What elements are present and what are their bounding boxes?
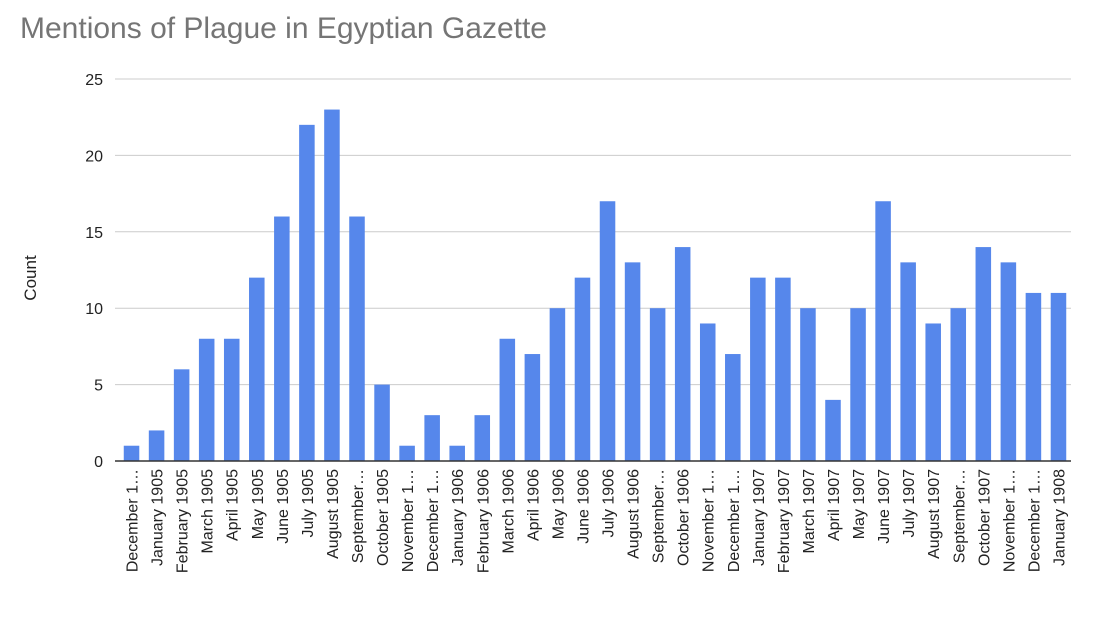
x-tick-label: November 1… — [400, 469, 417, 572]
bar — [549, 308, 566, 461]
x-tick-label: September… — [350, 469, 367, 563]
bar — [875, 201, 891, 462]
x-tick-label: March 1905 — [200, 469, 217, 554]
x-tick-label: July 1905 — [300, 469, 317, 538]
x-tick-label: April 1906 — [525, 469, 542, 541]
bar — [1025, 292, 1042, 461]
x-tick-label: March 1907 — [801, 469, 818, 554]
bar — [599, 201, 616, 462]
x-tick-label: December 1… — [125, 469, 142, 572]
bar — [725, 354, 741, 461]
x-tick-label: November 1… — [1001, 469, 1018, 572]
y-tick-label: 20 — [85, 148, 103, 165]
bar — [624, 262, 641, 461]
x-tick-label: March 1906 — [500, 469, 517, 554]
x-tick-label: May 1906 — [550, 469, 567, 539]
x-tick-label: January 1906 — [450, 469, 467, 566]
x-tick-label: December 1… — [425, 469, 442, 572]
bar — [1050, 292, 1067, 461]
bar — [374, 384, 390, 461]
x-tick-label: August 1905 — [325, 469, 342, 559]
bar — [349, 216, 365, 461]
x-tick-label: June 1907 — [876, 469, 893, 544]
x-tick-label: April 1907 — [826, 469, 843, 541]
bar — [674, 247, 691, 461]
bar — [223, 338, 240, 461]
bar — [699, 323, 716, 461]
bar — [299, 124, 315, 461]
x-tick-label: June 1905 — [275, 469, 292, 544]
y-tick-label: 15 — [85, 225, 103, 242]
bar — [524, 354, 541, 461]
x-tick-label: February 1907 — [776, 469, 793, 573]
y-axis-ticks: 0 5 10 15 20 25 — [85, 72, 103, 471]
y-tick-label: 0 — [94, 454, 103, 471]
bar — [850, 308, 866, 461]
x-tick-label: February 1906 — [475, 469, 492, 573]
bar — [148, 430, 165, 461]
x-tick-label: October 1907 — [976, 469, 993, 566]
bar — [800, 308, 816, 461]
y-axis-title: Count — [21, 255, 40, 301]
x-tick-label: June 1906 — [575, 469, 592, 544]
bar — [975, 247, 992, 461]
chart-title: Mentions of Plague in Egyptian Gazette — [20, 12, 547, 45]
y-tick-label: 10 — [85, 301, 103, 318]
bar — [775, 277, 791, 461]
bar — [499, 338, 516, 461]
bar — [274, 216, 290, 461]
x-tick-label: January 1905 — [150, 469, 167, 566]
x-tick-label: January 1908 — [1051, 469, 1068, 566]
bar — [474, 415, 491, 461]
bar — [249, 277, 265, 461]
x-tick-label: October 1906 — [676, 469, 693, 566]
bar — [324, 109, 340, 461]
bar — [825, 399, 841, 461]
x-tick-label: September… — [651, 469, 668, 563]
bar — [173, 369, 190, 461]
bar — [1000, 262, 1017, 461]
x-tick-label: February 1905 — [175, 469, 192, 573]
x-tick-label: January 1907 — [751, 469, 768, 566]
x-tick-label: August 1907 — [926, 469, 943, 559]
bar — [900, 262, 916, 461]
x-tick-label: May 1907 — [851, 469, 868, 539]
x-tick-label: October 1905 — [375, 469, 392, 566]
y-tick-label: 5 — [94, 378, 103, 395]
bar — [750, 277, 766, 461]
x-tick-label: November 1… — [701, 469, 718, 572]
bars — [123, 109, 1067, 462]
bar — [649, 308, 666, 461]
bar — [399, 445, 415, 461]
y-tick-label: 25 — [85, 72, 103, 89]
bar — [424, 415, 440, 461]
bar — [449, 445, 465, 461]
bar — [198, 338, 215, 461]
x-tick-label: July 1906 — [601, 469, 618, 538]
bar — [574, 277, 591, 461]
bar — [950, 308, 967, 461]
x-tick-label: July 1907 — [901, 469, 918, 538]
bar — [925, 323, 941, 461]
x-tick-label: December 1… — [1026, 469, 1043, 572]
x-tick-label: May 1905 — [250, 469, 267, 539]
x-tick-label: April 1905 — [225, 469, 242, 541]
x-tick-label: September… — [951, 469, 968, 563]
x-axis-labels: December 1… January 1905 February 1905 Marc… — [125, 469, 1069, 573]
bar — [123, 445, 140, 461]
x-tick-label: December 1… — [726, 469, 743, 572]
x-tick-label: August 1906 — [626, 469, 643, 559]
